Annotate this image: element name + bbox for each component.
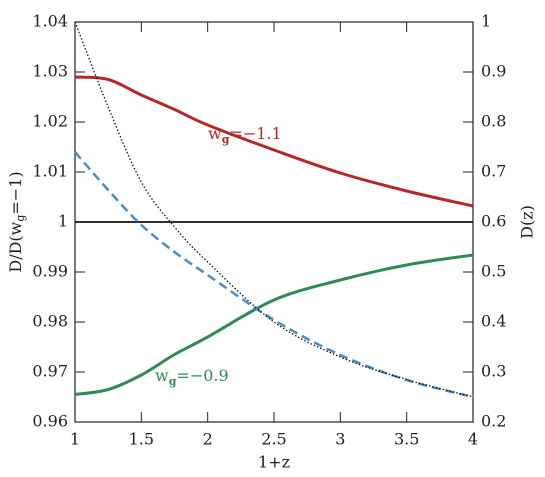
annotation-rest: =−1.1 [229, 124, 281, 143]
y-tick-label: 1.04 [32, 12, 68, 31]
y-tick-label: 0.98 [32, 312, 68, 331]
y-axis-label-text: D/D(w [6, 221, 25, 272]
y2-tick-label: 0.4 [481, 312, 506, 331]
y-tick-label: 0.97 [32, 362, 68, 381]
y-tick-label: 0.99 [32, 262, 68, 281]
x-tick-label: 1.5 [129, 430, 154, 449]
y-tick-label: 1.02 [32, 112, 68, 131]
y2-axis-label: D(z) [518, 205, 537, 239]
y-tick-label: 1 [58, 212, 68, 231]
y2-tick-label: 0.5 [481, 262, 506, 281]
series-line [74, 253, 474, 396]
annotation-text: w [155, 366, 169, 385]
y2-tick-label: 0.2 [481, 412, 506, 431]
series-line [74, 151, 474, 399]
y-axis-label-rest: =−1) [6, 171, 25, 214]
y-axis-label-sub: g [14, 215, 27, 222]
x-tick-label: 2.5 [261, 430, 286, 449]
annotation-rest: =−0.9 [176, 366, 228, 385]
series-line [74, 21, 474, 398]
x-tick-label: 2 [203, 430, 213, 449]
x-tick-label: 3.5 [394, 430, 419, 449]
y2-tick-label: 0.8 [481, 112, 506, 131]
series-line [74, 75, 474, 208]
y-tick-label: 0.96 [32, 412, 68, 431]
annotation-text: w [208, 124, 222, 143]
x-tick-label: 3 [335, 430, 345, 449]
annotation: wg=−1.1 [208, 124, 282, 147]
y2-tick-label: 0.6 [481, 212, 506, 231]
y2-tick-label: 0.7 [481, 162, 506, 181]
x-tick-label: 1 [70, 430, 80, 449]
annotation-sub: g [222, 133, 230, 146]
annotation-sub: g [169, 375, 177, 388]
y-tick-label: 1.01 [32, 162, 68, 181]
x-tick-label: 4 [468, 430, 478, 449]
y2-tick-label: 0.3 [481, 362, 506, 381]
x-axis-label: 1+z [258, 453, 290, 472]
annotation: wg=−0.9 [155, 366, 229, 389]
y2-tick-label: 1 [481, 12, 491, 31]
y2-tick-label: 0.9 [481, 62, 506, 81]
y-axis-label: D/D(wg=−1) [6, 171, 28, 272]
y-tick-label: 1.03 [32, 62, 68, 81]
